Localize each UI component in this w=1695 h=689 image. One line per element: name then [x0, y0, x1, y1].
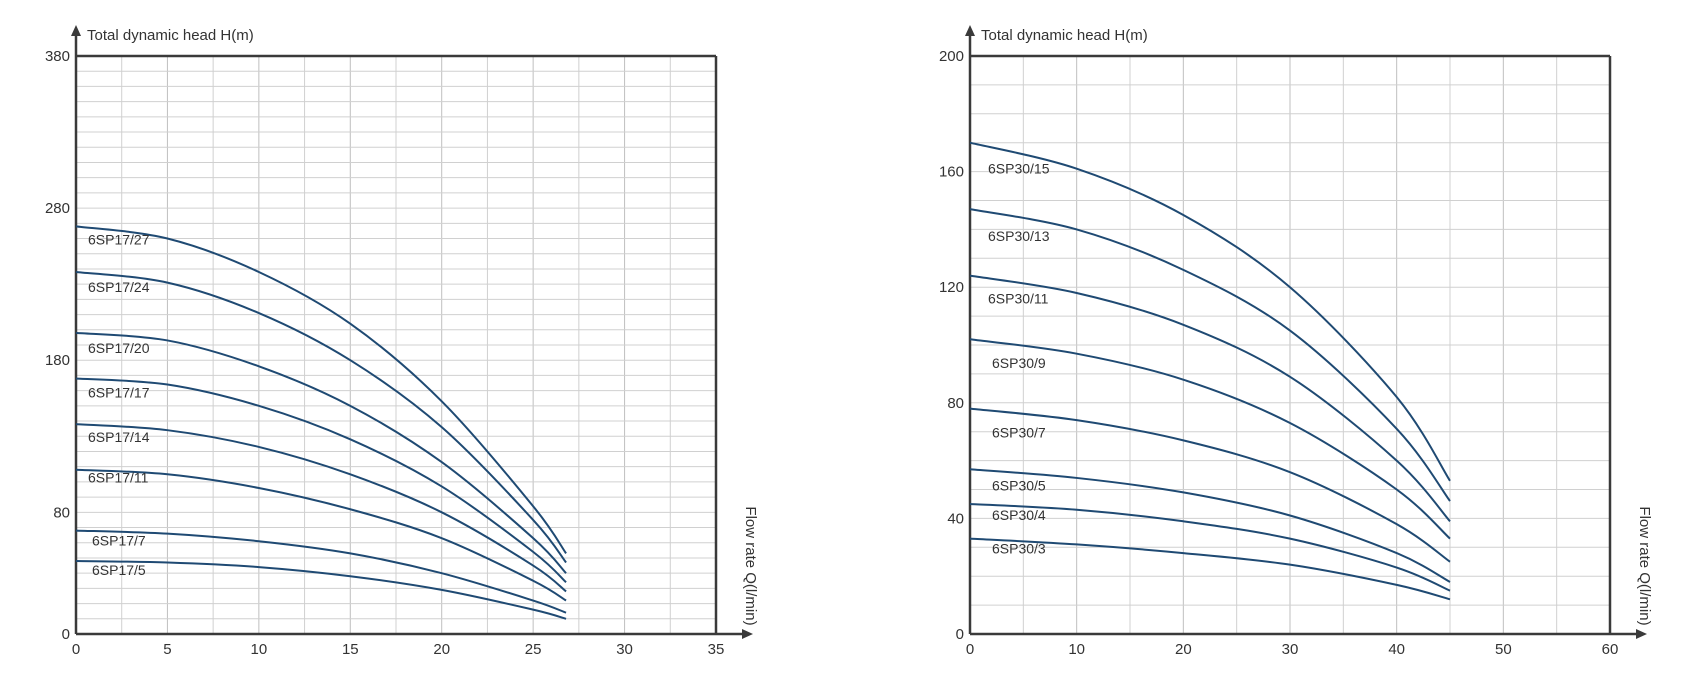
- series-line-6sp17-7: [75, 529, 567, 614]
- series-label: 6SP30/9: [992, 355, 1046, 371]
- y-tick-label: 280: [45, 200, 70, 217]
- series-label: 6SP30/11: [988, 291, 1049, 307]
- series-label: 6SP17/14: [88, 429, 150, 445]
- series-label: 6SP17/5: [92, 562, 146, 578]
- x-tick-label: 40: [1388, 641, 1405, 658]
- series-line-6sp30-13: [969, 208, 1451, 502]
- series-label: 6SP17/7: [92, 533, 146, 549]
- series-label: 6SP30/3: [992, 541, 1046, 557]
- y-tick-label: 380: [45, 48, 70, 65]
- series-line-6sp17-14: [75, 423, 567, 593]
- series-label: 6SP17/11: [88, 470, 149, 486]
- series-line-6sp30-4: [969, 502, 1451, 592]
- chart-1: 0 80 180 280 380 0 5 10 15 20 25 30 35 Total dynamic …: [45, 25, 759, 658]
- x-tick-label: 35: [708, 641, 725, 658]
- y-tick-label: 120: [939, 279, 964, 296]
- series-line-6sp17-20: [75, 331, 567, 574]
- x-axis-title: Flow rate Q(l/min): [742, 506, 759, 625]
- x-tick-label: 10: [1068, 641, 1085, 658]
- x-tick-label: 0: [72, 641, 80, 658]
- x-tick-label: 20: [1175, 641, 1192, 658]
- series-label: 6SP30/7: [992, 425, 1046, 441]
- y-tick-label: 40: [947, 510, 964, 527]
- series-line-6sp17-24: [75, 270, 567, 564]
- grid: [75, 55, 717, 635]
- x-axis-title: Flow rate Q(l/min): [1636, 506, 1653, 625]
- series-line-6sp30-7: [969, 407, 1451, 563]
- y-tick-label: 160: [939, 164, 964, 181]
- x-tick-label: 50: [1495, 641, 1512, 658]
- series-line-6sp30-15: [969, 141, 1451, 482]
- y-tick-label: 0: [62, 626, 70, 643]
- x-tick-label: 10: [251, 641, 268, 658]
- x-tick-label: 25: [525, 641, 542, 658]
- series-line-6sp30-5: [969, 468, 1451, 583]
- series-line-6sp17-11: [75, 468, 567, 602]
- series-label: 6SP17/24: [88, 279, 150, 295]
- chart-2: 0 40 80 120 160 200 0 10 20 30 40 50 60 Total dynamic…: [939, 25, 1653, 658]
- y-tick-label: 80: [947, 395, 964, 412]
- x-tick-label: 30: [616, 641, 633, 658]
- y-tick-label: 200: [939, 48, 964, 65]
- x-tick-label: 15: [342, 641, 359, 658]
- y-axis-title: Total dynamic head H(m): [981, 27, 1148, 44]
- grid: [969, 55, 1611, 635]
- series-label: 6SP30/5: [992, 477, 1046, 493]
- series-line-6sp30-9: [969, 338, 1451, 540]
- series-label: 6SP17/17: [88, 384, 150, 400]
- series-label: 6SP17/20: [88, 340, 150, 356]
- series-line-6sp30-11: [969, 274, 1451, 522]
- y-axis-arrow: [965, 25, 975, 36]
- y-axis-title: Total dynamic head H(m): [87, 27, 254, 44]
- series-line-6sp17-17: [75, 377, 567, 584]
- y-tick-label: 80: [53, 504, 70, 521]
- x-axis-arrow: [1636, 629, 1647, 639]
- x-tick-label: 20: [433, 641, 450, 658]
- x-tick-label: 5: [163, 641, 171, 658]
- y-axis-arrow: [71, 25, 81, 36]
- y-tick-label: 0: [956, 626, 964, 643]
- series-line-6sp17-5: [75, 559, 567, 620]
- series-line-6sp17-27: [75, 225, 567, 554]
- y-tick-label: 180: [45, 352, 70, 369]
- series-label: 6SP30/15: [988, 161, 1050, 177]
- x-tick-label: 60: [1602, 641, 1619, 658]
- x-tick-label: 30: [1282, 641, 1299, 658]
- x-axis-arrow: [742, 629, 753, 639]
- series-label: 6SP30/4: [992, 507, 1046, 523]
- series-label: 6SP30/13: [988, 228, 1050, 244]
- x-tick-label: 0: [966, 641, 974, 658]
- series-line-6sp30-3: [969, 537, 1451, 601]
- series-label: 6SP17/27: [88, 231, 150, 247]
